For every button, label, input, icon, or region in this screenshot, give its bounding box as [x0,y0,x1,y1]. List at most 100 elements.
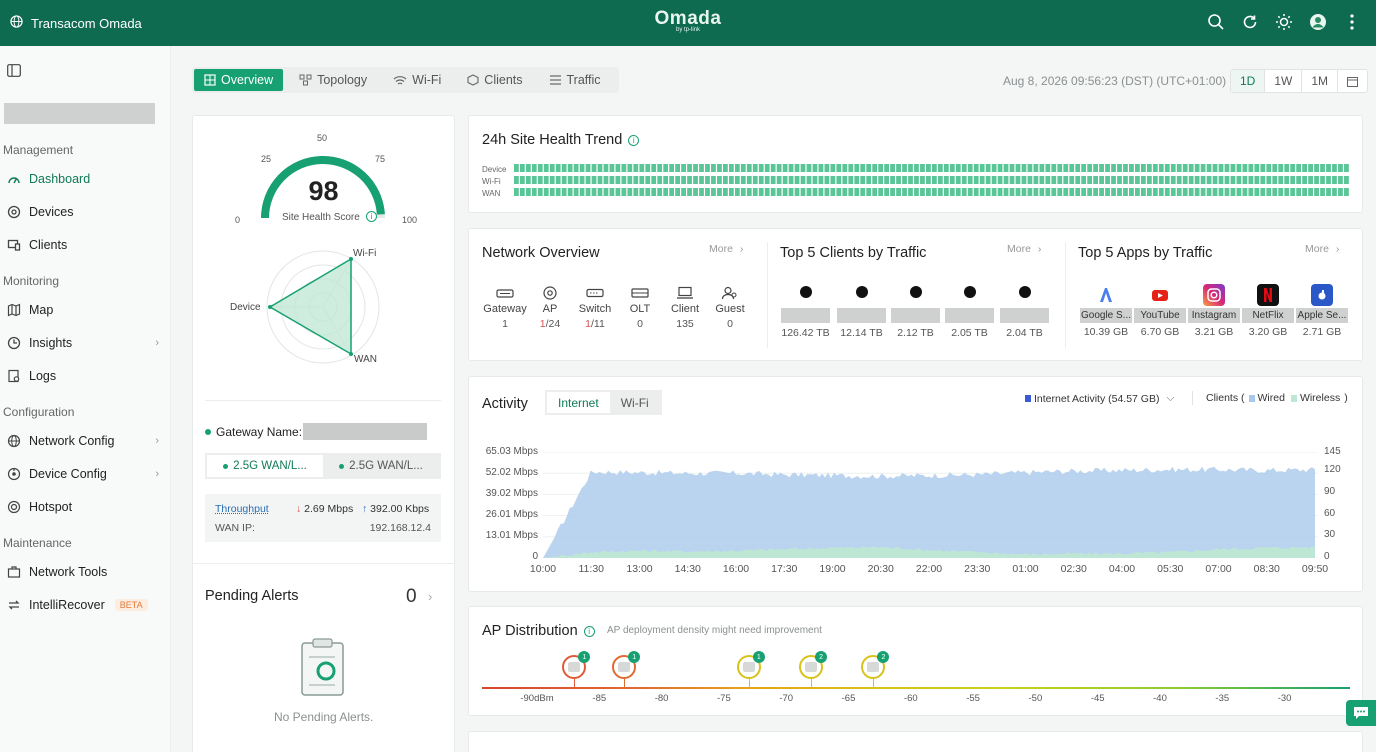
trend-bar [956,164,961,172]
trend-bar [1034,188,1039,196]
top-client-item[interactable]: 126.42 TB [781,286,830,339]
trend-bar [592,188,597,196]
trend-bar [866,188,871,196]
chevron-right-icon[interactable]: › [428,589,432,604]
net-item-label: Guest [707,303,753,315]
wan-tab-1[interactable]: 2.5G WAN/L... [207,455,323,477]
trend-bar [765,188,770,196]
trend-bar [1051,188,1056,196]
trend-bar [735,188,740,196]
trend-bar [723,164,728,172]
current-datetime: Aug 8, 2026 09:56:23 (DST) (UTC+01:00) [1003,74,1226,88]
net-item-ap[interactable]: AP 1/24 [527,286,573,330]
trend-bar [1248,188,1253,196]
trend-bar [669,188,674,196]
sidebar-item-device-config[interactable]: Device Config › [0,461,171,487]
dbm-label: -45 [1078,693,1118,704]
sidebar-toggle-icon[interactable] [7,64,21,80]
sidebar-item-clients[interactable]: Clients [0,232,171,258]
client-icon [676,286,694,300]
top-client-item[interactable]: 2.04 TB [1000,286,1049,339]
sidebar-item-map[interactable]: Map [0,297,171,323]
app-name: Instagram [1188,308,1240,323]
trend-bar [819,188,824,196]
top-app-item[interactable]: NetFlix 3.20 GB [1242,284,1294,338]
tab-topology[interactable]: Topology [289,69,377,91]
range-1m[interactable]: 1M [1302,70,1338,92]
internet-activity-selector[interactable]: Internet Activity (54.57 GB) ⌵ [1025,392,1174,405]
calendar-icon[interactable] [1338,70,1367,92]
more-icon[interactable] [1342,12,1362,32]
wireless-legend-label[interactable]: Wireless [1300,392,1340,404]
wan-tab-2[interactable]: 2.5G WAN/L... [323,455,439,477]
sidebar-item-network-tools[interactable]: Network Tools [0,559,171,585]
net-item-guest[interactable]: Guest 0 [707,286,753,330]
chat-button[interactable] [1346,700,1376,726]
apple-icon [1311,284,1333,306]
top-client-item[interactable]: 12.14 TB [837,286,886,339]
net-item-switch[interactable]: Switch 1/11 [572,286,618,330]
tab-wifi[interactable]: Wi-Fi [383,69,451,91]
trend-bar [1266,176,1271,184]
ap-bubble[interactable]: 1 [737,655,761,679]
refresh-icon[interactable] [1240,12,1260,32]
top-app-item[interactable]: Google S... 10.39 GB [1080,284,1132,338]
sidebar-item-devices[interactable]: Devices [0,199,171,225]
net-item-gateway[interactable]: Gateway 1 [482,286,528,330]
trend-bar [580,164,585,172]
info-icon[interactable]: i [584,626,595,637]
sidebar-item-hotspot[interactable]: Hotspot [0,494,171,520]
activity-chart[interactable] [543,452,1318,558]
top-client-item[interactable]: 2.05 TB [945,286,994,339]
wifi-icon [393,75,407,86]
wired-legend-label[interactable]: Wired [1258,392,1285,404]
tab-overview[interactable]: Overview [194,69,283,91]
top-apps-more[interactable]: More › [1305,243,1339,255]
sidebar-item-network-config[interactable]: Network Config › [0,428,171,454]
top-app-item[interactable]: YouTube 6.70 GB [1134,284,1186,338]
trend-bar [616,188,621,196]
net-item-olt[interactable]: OLT 0 [617,286,663,330]
sidebar-item-intellirecover[interactable]: IntelliRecover BETA [0,592,171,618]
sidebar-item-insights[interactable]: Insights › [0,330,171,356]
info-icon[interactable]: i [628,135,639,146]
tab-traffic[interactable]: Traffic [539,69,611,91]
range-1w[interactable]: 1W [1265,70,1302,92]
info-icon[interactable]: i [366,211,377,222]
throughput-label[interactable]: Throughput [215,503,269,515]
activity-tab-internet[interactable]: Internet [547,392,610,413]
theme-icon[interactable] [1274,12,1294,32]
client-name [945,308,994,323]
range-1d[interactable]: 1D [1231,70,1265,92]
site-selector[interactable] [4,103,155,124]
olt-icon [631,286,649,300]
top-clients-more[interactable]: More › [1007,243,1041,255]
trend-bar [807,164,812,172]
activity-tab-wifi[interactable]: Wi-Fi [610,392,660,413]
trend-bar [753,176,758,184]
trend-bar [890,164,895,172]
sidebar-item-logs[interactable]: Logs [0,363,171,389]
clients-legend: Clients ( Wired Wireless ) [1206,392,1348,404]
tab-clients[interactable]: Clients [457,69,532,91]
trend-bar [1320,188,1325,196]
top-app-item[interactable]: Apple Se... 2.71 GB [1296,284,1348,338]
network-overview-more[interactable]: More › [709,243,743,255]
account-icon[interactable] [1308,12,1328,32]
trend-bar [1057,164,1062,172]
sidebar-item-dashboard[interactable]: Dashboard [0,166,171,192]
trend-bar [1016,176,1021,184]
search-icon[interactable] [1206,12,1226,32]
trend-bar [1010,176,1015,184]
net-item-client[interactable]: Client 135 [662,286,708,330]
ap-bubble[interactable]: 2 [799,655,823,679]
trend-bar [1272,188,1277,196]
top-client-item[interactable]: 2.12 TB [891,286,940,339]
trend-bar [980,164,985,172]
health-trend-title-text: 24h Site Health Trend [482,132,622,148]
y-tick-right: 0 [1324,551,1330,562]
trend-bar [926,176,931,184]
devices-icon [6,204,22,220]
trend-bar [902,188,907,196]
top-app-item[interactable]: Instagram 3.21 GB [1188,284,1240,338]
